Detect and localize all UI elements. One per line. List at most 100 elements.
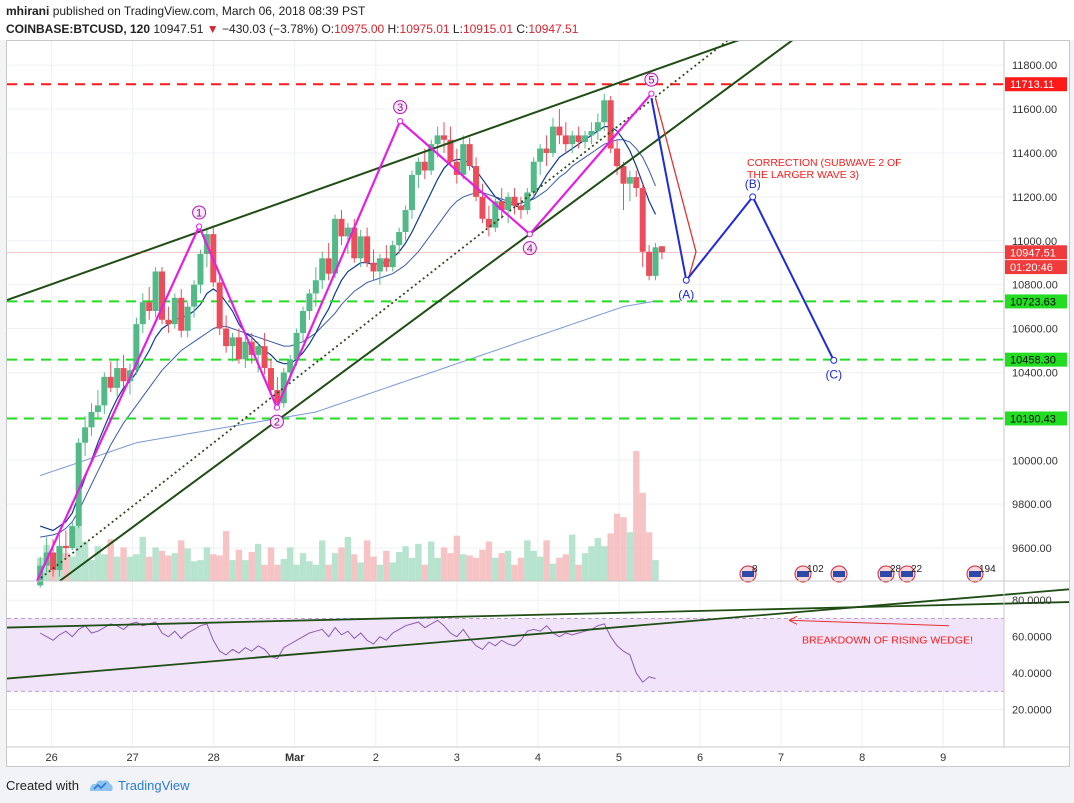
candle-body [646, 251, 653, 276]
event-flag-stripe [969, 571, 981, 577]
candle-body [242, 341, 249, 360]
annotation-correction-line2: THE LARGER WAVE 3) [747, 169, 859, 181]
publish-info: mhirani published on TradingView.com, Ma… [6, 4, 365, 18]
tradingview-logo-icon [88, 777, 114, 796]
candle-body [658, 246, 665, 253]
last-price: 10947.51 [153, 22, 204, 36]
candle-body [223, 328, 230, 347]
volume-bar [440, 547, 448, 581]
volume-bar [402, 546, 409, 581]
candle-body [441, 135, 448, 140]
volume-bar [504, 550, 512, 581]
rsi-layer: BREAKDOWN OF RISING WEDGE! [6, 580, 1070, 692]
time-tick-label: 9 [940, 752, 946, 764]
volume-bar [395, 551, 403, 581]
volume-bar [299, 553, 307, 581]
footer: Created with TradingView [0, 767, 1074, 803]
wave-label-2: 2 [274, 417, 280, 429]
rsi-upper-trendline [6, 601, 1070, 629]
event-badge-count: 22 [911, 564, 923, 575]
volume-bar [588, 546, 595, 581]
candle-body [601, 100, 608, 123]
chart-canvas[interactable]: 1 2 3 4 5 (A) (B) (C) CORRECTION (SUBWAVE 2 OFTH… [6, 35, 1070, 766]
candle-body [300, 311, 307, 333]
axis-layer: 9600.009800.0010000.0010200.0010400.0010… [7, 41, 1069, 764]
candle-body [556, 126, 563, 136]
price-change: −430.03 (−3.78%) [222, 22, 319, 36]
volume-bar [492, 557, 499, 581]
price-tick-label: 11000.00 [1012, 236, 1057, 248]
event-flag-stripe [833, 571, 845, 577]
abc-label-0: (A) [678, 287, 694, 301]
elliott-wave-path [35, 92, 653, 582]
time-tick-label: 8 [859, 752, 865, 764]
candle-body [460, 144, 467, 175]
candle-body [524, 192, 531, 211]
volume-bar [517, 557, 525, 581]
candle-body [614, 148, 621, 167]
time-tick-label: 6 [697, 752, 703, 764]
price-tick-label: 9800.00 [1012, 499, 1052, 511]
rsi-lower-trendline [6, 588, 1070, 680]
volume-bar [447, 553, 454, 581]
volume-bar [530, 550, 537, 581]
candle-body [485, 218, 492, 228]
volume-bar [248, 551, 255, 581]
candle-body [530, 161, 537, 193]
candle-body [639, 188, 646, 252]
volume-bar [190, 561, 198, 581]
chart-area[interactable]: 1 2 3 4 5 (A) (B) (C) CORRECTION (SUBWAVE 2 OF TH… [6, 35, 1070, 767]
author-name[interactable]: mhirani [6, 4, 50, 18]
volume-bar [120, 547, 127, 581]
volume-bar [460, 554, 467, 581]
volume-bar [267, 547, 275, 581]
volume-bar [620, 517, 627, 581]
volume-bar [261, 564, 268, 581]
wave-label-circle [269, 414, 284, 429]
time-tick-label: 7 [778, 752, 784, 764]
close-label: C: [516, 22, 529, 36]
wave-pivot-point [196, 223, 203, 230]
candle-body [434, 135, 441, 145]
price-tick-label: 11200.00 [1012, 192, 1057, 204]
symbol-label: COINBASE:BTCUSD, 120 [6, 22, 151, 36]
price-tag-box [1005, 77, 1067, 92]
volume-bar [652, 560, 659, 581]
wedge-upper-trendline [6, 35, 750, 301]
price-tag-box [1005, 245, 1067, 260]
candle-body [549, 126, 556, 153]
candle-body [415, 161, 422, 175]
volume-bar [62, 553, 70, 581]
candle-body [178, 297, 185, 331]
volume-bar [524, 540, 531, 581]
candle-body [620, 166, 627, 184]
volume-bar [383, 550, 390, 581]
candle-body [338, 218, 345, 237]
candle-body [626, 177, 633, 184]
price-tick-label: 11400.00 [1012, 148, 1057, 160]
breakdown-arrow-line [788, 619, 950, 627]
volume-bar [479, 549, 486, 581]
candle-body [543, 148, 550, 153]
volume-bar [338, 547, 345, 581]
volume-bar [222, 531, 230, 581]
tradingview-brand[interactable]: TradingView [118, 778, 190, 793]
abc-label-1: (B) [745, 177, 761, 191]
time-tick-label: 3 [454, 752, 460, 764]
annotation-breakdown: BREAKDOWN OF RISING WEDGE! [802, 634, 973, 646]
candle-body [146, 302, 153, 311]
candle-body [588, 131, 595, 136]
volume-bar [94, 546, 102, 581]
candle-body [505, 196, 512, 211]
volume-bar [344, 536, 352, 581]
open-label: O: [321, 22, 335, 36]
candle-body [255, 346, 262, 355]
price-tag-label: 10190.43 [1010, 413, 1056, 425]
sma-long-line [40, 300, 656, 477]
sma-fast-line [40, 125, 657, 532]
volume-bar [133, 554, 140, 581]
volume-bar [171, 553, 179, 581]
volume-bar [145, 556, 153, 581]
low-label: L: [452, 22, 463, 36]
volume-bar [280, 558, 287, 581]
